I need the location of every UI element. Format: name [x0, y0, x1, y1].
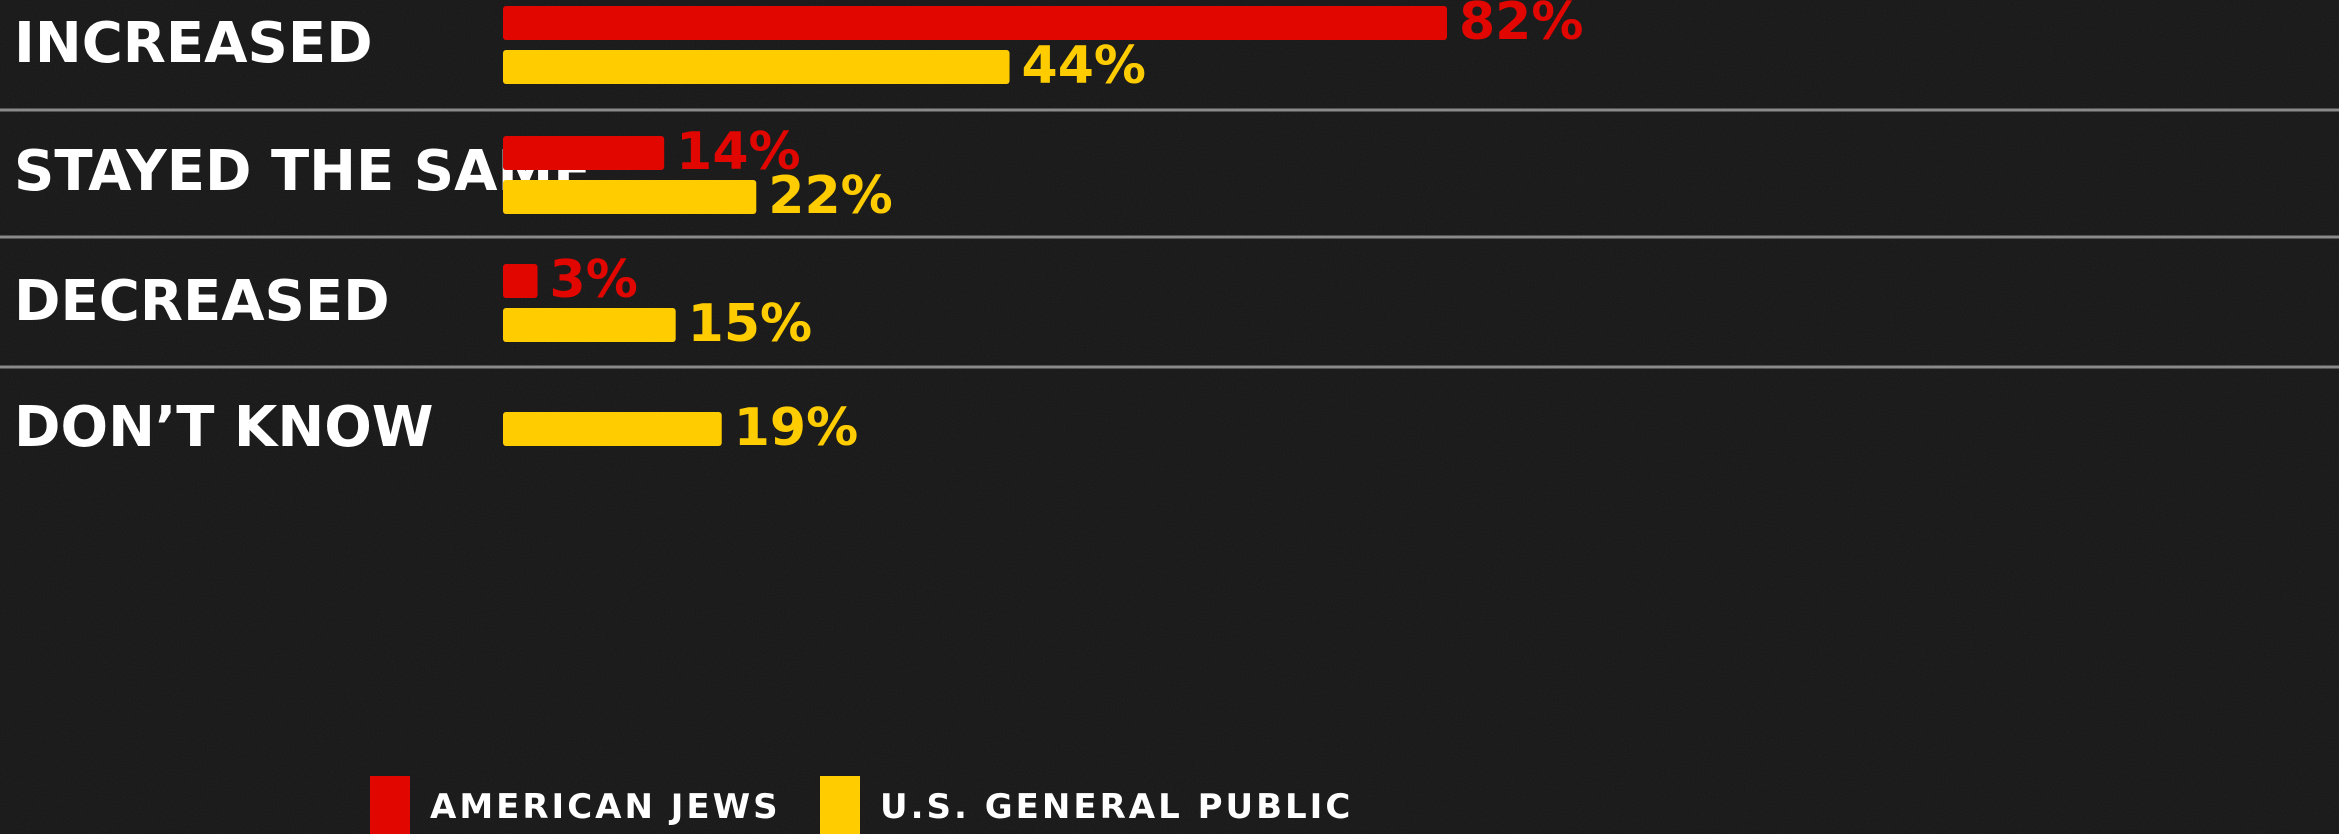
value-label: 82% [1459, 0, 1583, 52]
category-label: DON’T KNOW [14, 395, 434, 460]
bar-american-jews [503, 6, 1447, 40]
legend-swatch [820, 776, 860, 834]
category-label: INCREASED [14, 11, 373, 76]
bar-u-s-general-public [503, 50, 1010, 84]
value-label: 44% [1022, 36, 1146, 96]
bar-american-jews [503, 136, 665, 170]
value-label: 15% [688, 294, 812, 354]
legend-label: U.S. GENERAL PUBLIC [880, 787, 1353, 827]
category-label: STAYED THE SAME [14, 139, 591, 204]
value-label: 22% [768, 166, 892, 226]
bar-u-s-general-public [503, 308, 676, 342]
value-label: 3% [550, 250, 638, 310]
legend-label: AMERICAN JEWS [430, 787, 781, 827]
legend-swatch [370, 776, 410, 834]
value-label: 19% [734, 398, 858, 458]
bar-u-s-general-public [503, 412, 722, 446]
value-label: 14% [676, 122, 800, 182]
bar-u-s-general-public [503, 180, 757, 214]
category-label: DECREASED [14, 269, 390, 334]
bar-american-jews [503, 264, 538, 298]
